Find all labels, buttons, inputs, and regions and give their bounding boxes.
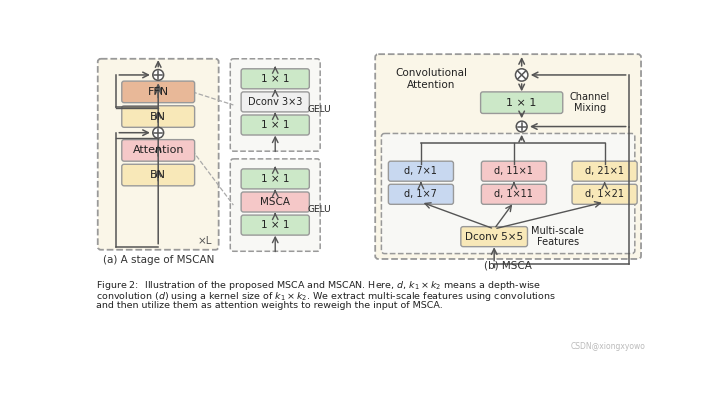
- Text: Figure 2:  Illustration of the proposed MSCA and MSCAN. Here, $d$, $k_1 \times k: Figure 2: Illustration of the proposed M…: [96, 279, 541, 292]
- Text: Attention: Attention: [132, 146, 184, 156]
- FancyBboxPatch shape: [241, 92, 310, 112]
- Text: d, 1×7: d, 1×7: [405, 189, 437, 199]
- Text: FFN: FFN: [148, 87, 168, 97]
- FancyBboxPatch shape: [241, 192, 310, 212]
- Text: Dconv 3×3: Dconv 3×3: [248, 97, 302, 107]
- FancyBboxPatch shape: [241, 115, 310, 135]
- FancyBboxPatch shape: [482, 184, 546, 204]
- Text: Dconv 5×5: Dconv 5×5: [465, 232, 523, 242]
- Text: CSDN@xiongxyowo: CSDN@xiongxyowo: [570, 342, 645, 351]
- Text: 1 × 1: 1 × 1: [261, 220, 289, 230]
- Text: Convolutional
Attention: Convolutional Attention: [395, 68, 467, 90]
- Text: and then utilize them as attention weights to reweigh the input of MSCA.: and then utilize them as attention weigh…: [96, 300, 443, 310]
- FancyBboxPatch shape: [382, 134, 635, 254]
- Text: d, 1×11: d, 1×11: [495, 189, 534, 199]
- Text: 1 × 1: 1 × 1: [261, 174, 289, 184]
- FancyBboxPatch shape: [122, 140, 194, 161]
- Text: 1 × 1: 1 × 1: [261, 74, 289, 84]
- Text: MSCA: MSCA: [260, 197, 290, 207]
- FancyBboxPatch shape: [230, 59, 320, 151]
- FancyBboxPatch shape: [122, 81, 194, 103]
- Text: ×L: ×L: [197, 236, 212, 246]
- FancyBboxPatch shape: [461, 227, 528, 247]
- Text: convolution ($d$) using a kernel size of $k_1 \times k_2$. We extract multi-scal: convolution ($d$) using a kernel size of…: [96, 290, 556, 303]
- Text: (a) A stage of MSCAN: (a) A stage of MSCAN: [102, 255, 214, 265]
- FancyBboxPatch shape: [572, 184, 637, 204]
- FancyBboxPatch shape: [481, 92, 563, 114]
- FancyBboxPatch shape: [241, 69, 310, 89]
- Text: 1 × 1: 1 × 1: [506, 98, 537, 108]
- Text: 1 × 1: 1 × 1: [261, 120, 289, 130]
- Text: d, 7×1: d, 7×1: [405, 166, 437, 176]
- FancyBboxPatch shape: [122, 164, 194, 186]
- Text: d, 1×21: d, 1×21: [585, 189, 624, 199]
- Circle shape: [516, 69, 528, 81]
- FancyBboxPatch shape: [388, 184, 454, 204]
- FancyBboxPatch shape: [122, 106, 194, 127]
- Circle shape: [153, 127, 163, 138]
- Circle shape: [516, 121, 527, 132]
- Circle shape: [153, 70, 163, 80]
- Text: BN: BN: [150, 112, 166, 122]
- FancyBboxPatch shape: [98, 59, 219, 250]
- FancyBboxPatch shape: [572, 161, 637, 181]
- Text: d, 21×1: d, 21×1: [585, 166, 624, 176]
- Text: Multi-scale
Features: Multi-scale Features: [531, 226, 584, 248]
- FancyBboxPatch shape: [375, 54, 641, 259]
- FancyBboxPatch shape: [482, 161, 546, 181]
- Text: BN: BN: [150, 170, 166, 180]
- Text: GELU: GELU: [307, 205, 331, 214]
- Text: (b) MSCA: (b) MSCA: [484, 260, 532, 270]
- Text: GELU: GELU: [307, 105, 331, 114]
- FancyBboxPatch shape: [230, 159, 320, 251]
- FancyBboxPatch shape: [241, 215, 310, 235]
- Text: d, 11×1: d, 11×1: [495, 166, 534, 176]
- Text: Channel
Mixing: Channel Mixing: [570, 92, 610, 114]
- FancyBboxPatch shape: [241, 169, 310, 189]
- FancyBboxPatch shape: [388, 161, 454, 181]
